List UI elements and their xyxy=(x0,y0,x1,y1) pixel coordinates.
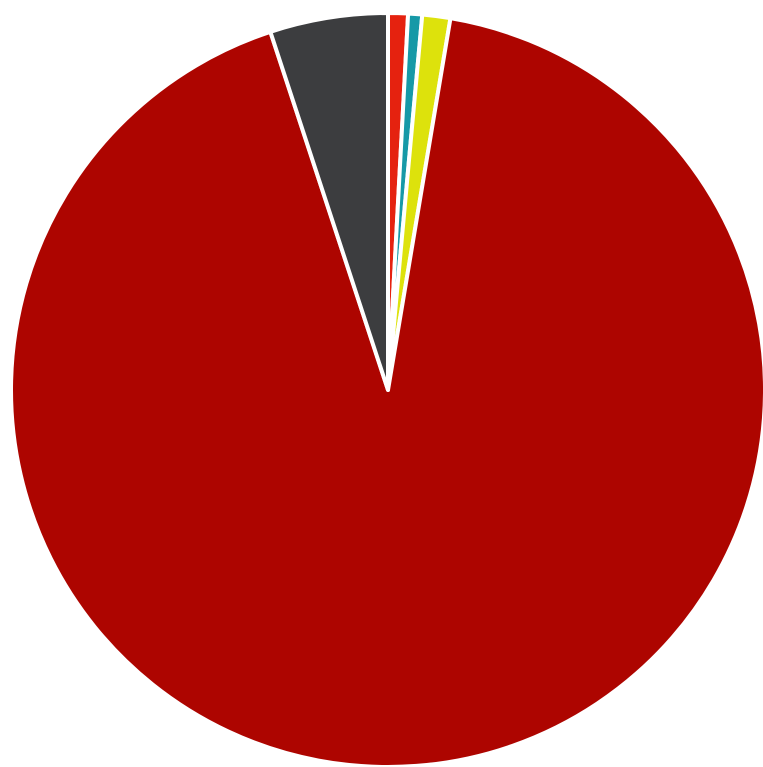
pie-slice-5 xyxy=(268,11,390,392)
pie-slice-4 xyxy=(9,16,763,767)
pie-slices xyxy=(9,11,763,767)
